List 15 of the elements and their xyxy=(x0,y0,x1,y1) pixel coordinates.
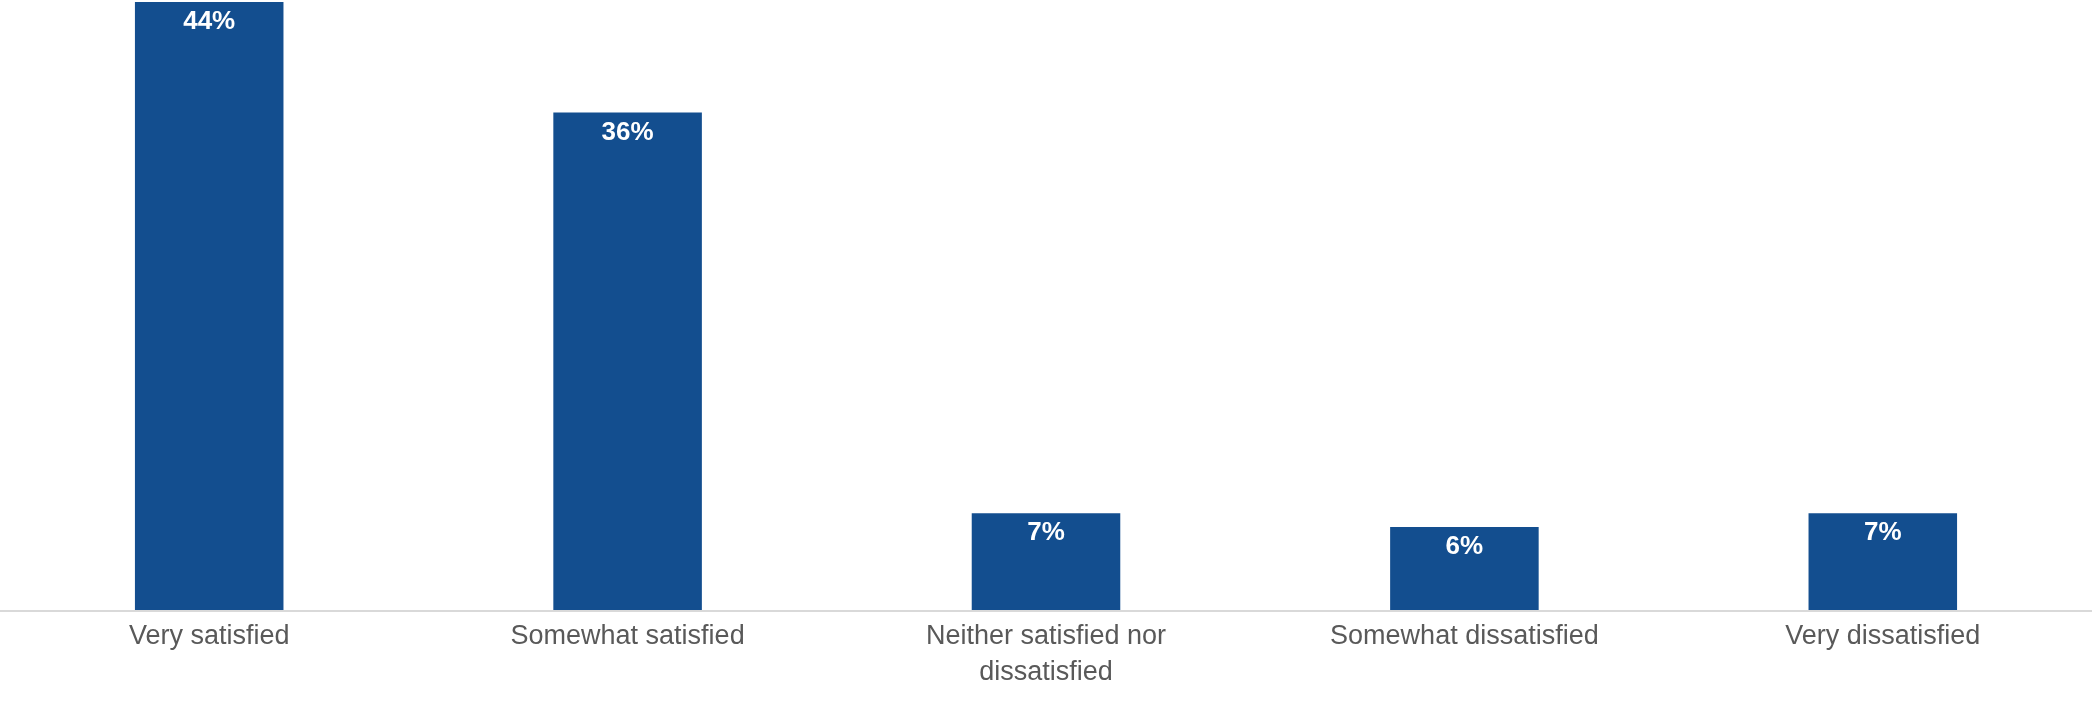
x-tick-label: Very dissatisfied xyxy=(1785,620,1981,651)
bar xyxy=(134,2,284,610)
data-label: 7% xyxy=(1864,516,1902,547)
x-tick-label: Somewhat dissatisfied xyxy=(1330,620,1599,651)
bar xyxy=(971,513,1121,610)
x-tick-label: Neither satisfied nor dissatisfied xyxy=(925,620,1167,686)
bar xyxy=(1808,513,1958,610)
data-label: 36% xyxy=(601,115,654,146)
data-label: 7% xyxy=(1027,516,1065,547)
x-tick-label: Somewhat satisfied xyxy=(510,620,745,651)
bar xyxy=(1390,527,1539,610)
x-tick-label: Very satisfied xyxy=(128,620,290,651)
data-label: 44% xyxy=(183,5,236,35)
bar xyxy=(553,112,702,610)
data-label: 6% xyxy=(1445,530,1484,561)
